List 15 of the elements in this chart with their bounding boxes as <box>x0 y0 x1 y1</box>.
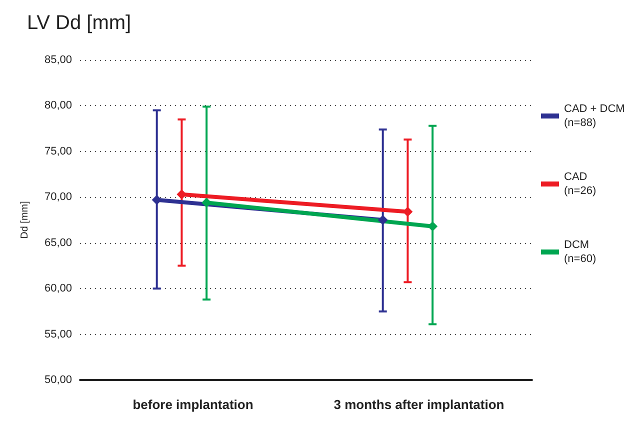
y-tick-label: 70,00 <box>44 191 72 204</box>
y-tick-label: 60,00 <box>44 282 72 295</box>
y-tick-label: 80,00 <box>44 100 72 112</box>
legend-label: CAD + DCM (n=88) <box>564 103 625 129</box>
y-tick-label: 65,00 <box>44 236 72 249</box>
y-axis-title: Dd [mm] <box>20 200 30 239</box>
legend-label: DCM (n=60) <box>564 239 596 265</box>
x-tick-label: 3 months after implantation <box>334 397 504 412</box>
y-tick-label: 50,00 <box>44 374 72 386</box>
legend-label: CAD (n=26) <box>564 171 596 197</box>
y-tick-label: 75,00 <box>44 145 72 158</box>
x-tick-label: before implantation <box>132 397 254 412</box>
chart-title: LV Dd [mm] <box>27 12 132 34</box>
y-tick-label: 55,00 <box>44 328 72 340</box>
y-tick-label: 85,00 <box>44 54 72 66</box>
